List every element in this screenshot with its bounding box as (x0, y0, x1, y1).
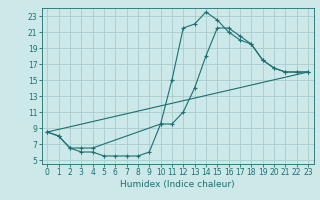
X-axis label: Humidex (Indice chaleur): Humidex (Indice chaleur) (120, 180, 235, 189)
